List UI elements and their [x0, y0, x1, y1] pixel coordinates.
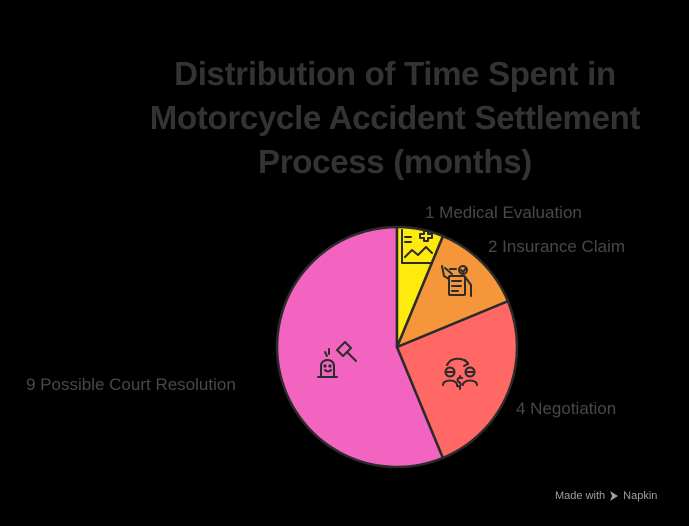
chart-title: Distribution of Time Spent in Motorcycle…: [100, 52, 689, 184]
label-medical-evaluation: 1 Medical Evaluation: [425, 203, 582, 222]
watermark: Made with Napkin: [555, 490, 657, 502]
napkin-logo-icon: [610, 491, 619, 501]
made-with-text: Made with: [555, 490, 606, 502]
pie-slice-medical-evaluation[interactable]: [395, 225, 445, 349]
chart-title-line-2: Motorcycle Accident Settlement: [149, 99, 641, 136]
label-insurance-claim: 2 Insurance Claim: [488, 237, 626, 256]
label-negotiation: 4 Negotiation: [516, 399, 617, 418]
brand-name: Napkin: [623, 490, 658, 502]
label-court-resolution: 9 Possible Court Resolution: [26, 375, 236, 394]
court-gavel-icon: [317, 341, 357, 378]
medical-chart-icon: [401, 229, 433, 264]
pie-slice-court-resolution[interactable]: [275, 225, 445, 469]
chart-title-line-1: Distribution of Time Spent in: [174, 55, 616, 92]
chart-title-line-3: Process (months): [258, 143, 532, 180]
negotiation-money-exchange-icon: [442, 357, 478, 390]
insurance-claim-document-icon: [441, 265, 472, 297]
